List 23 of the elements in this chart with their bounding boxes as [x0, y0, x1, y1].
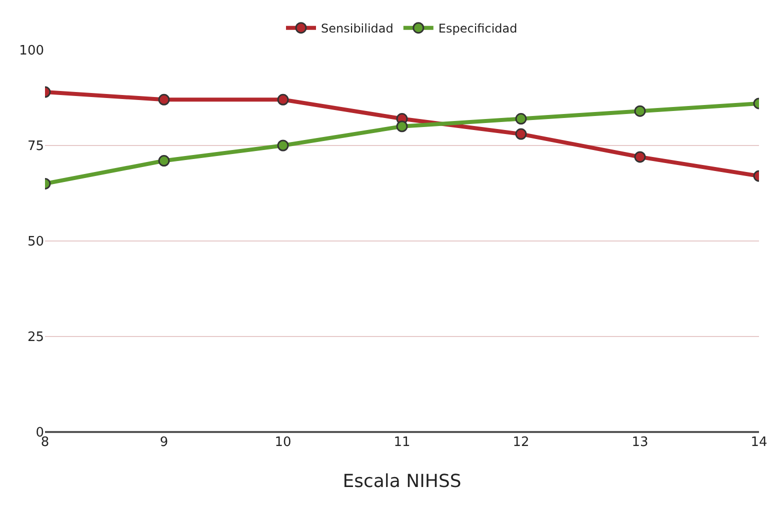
- point: [634, 105, 646, 117]
- x-tick-label: 9: [160, 435, 168, 450]
- point: [634, 151, 646, 163]
- point: [158, 155, 170, 167]
- legend-label: Sensibilidad: [321, 22, 394, 36]
- x-axis-title: Escala NIHSS: [342, 471, 462, 492]
- x-tick-label: 13: [632, 435, 648, 450]
- x-tick-label: 11: [394, 435, 410, 450]
- point: [277, 140, 289, 152]
- y-tick-label: 50: [27, 234, 44, 250]
- x-tick-label: 14: [750, 435, 768, 450]
- x-tick-label: 12: [512, 435, 530, 450]
- y-tick-label: 100: [19, 44, 44, 59]
- legend-label: Especificidad: [438, 22, 518, 36]
- y-tick-label: 25: [27, 330, 44, 346]
- point: [158, 94, 170, 106]
- point: [277, 94, 289, 106]
- point: [515, 128, 527, 140]
- y-tick-label: 75: [27, 139, 44, 154]
- point: [396, 120, 408, 132]
- x-tick-label: 10: [274, 435, 292, 450]
- point: [515, 113, 527, 125]
- x-tick-label: 8: [40, 435, 50, 450]
